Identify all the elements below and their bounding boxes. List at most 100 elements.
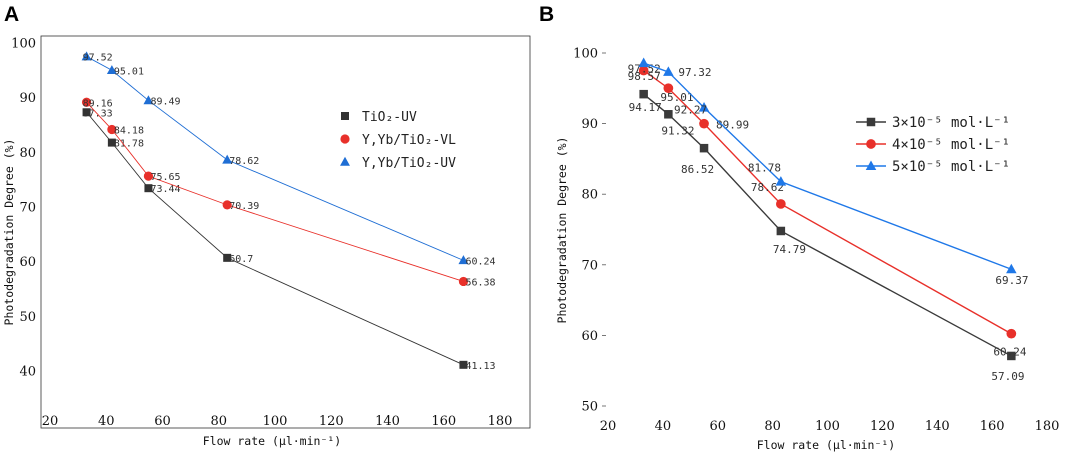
x-axis-title: Flow rate (μl·min⁻¹) [203,434,341,448]
y-tick-label: 90 [19,91,36,106]
data-point [107,138,116,147]
y-tick-label: 70 [19,201,36,216]
data-point [776,199,786,209]
series-line [643,93,1012,357]
x-tick-label: 140 [375,414,400,429]
x-tick-label: 120 [319,414,344,429]
y-tick-label: 50 [19,310,36,325]
data-point [144,184,153,193]
y-tick-label: 100 [11,37,36,52]
y-tick-label: 80 [19,146,36,161]
data-label: 75.65 [150,172,180,183]
chart-a: 40 50 60 70 80 90 100 20 40 60 80 100 120 140 160 180 Fl… [2,35,531,448]
legend-label: TiO₂-UV [362,110,417,125]
data-label: 81.78 [748,162,781,175]
data-point [82,108,91,117]
x-tick-label: 100 [815,419,840,434]
data-point [222,154,233,164]
data-label: 73.44 [150,184,180,195]
legend-marker [866,117,876,127]
y-tick-label: 100 [573,47,598,62]
data-label: 92.27 [674,104,707,117]
data-label: 60.24 [993,346,1026,359]
legend-label: Y,Yb/TiO₂-VL [362,133,456,148]
data-label: 91.32 [661,124,694,137]
data-label: 69.37 [995,274,1028,287]
data-point [81,51,92,61]
data-label: 89.99 [716,119,749,132]
data-label: 84.18 [114,125,144,136]
data-label: 97.32 [678,66,711,79]
x-tick-label: 180 [1035,419,1060,434]
data-point [663,83,674,94]
y-tick-label: 40 [19,365,36,380]
legend-marker [865,160,877,171]
data-label: 95.01 [114,66,144,77]
data-point [143,95,154,105]
data-point [458,255,469,265]
data-point [699,143,709,153]
y-tick-label: 70 [581,258,598,273]
data-label: 86.52 [681,163,714,176]
data-point [638,57,649,68]
y-axis-title: Photodegradation Degree (%) [2,139,16,326]
y-tick-label: 80 [581,188,598,203]
series-line [86,111,464,366]
data-label: 57.09 [991,370,1024,383]
legend-label: 3×10⁻⁵ mol·L⁻¹ [892,115,1010,131]
x-tick-label: 160 [980,419,1005,434]
data-point [107,124,117,135]
legend-marker [341,112,349,120]
data-point [1006,263,1017,274]
x-tick-label: 80 [210,414,227,429]
series-3: 98.57 97.32 92.27 81.78 69.37 [628,57,1028,287]
data-point [81,97,92,107]
data-label: 94.17 [629,101,662,114]
x-tick-label: 20 [600,419,617,434]
legend: TiO₂-UV Y,Yb/TiO₂-VL Y,Yb/TiO₂-UV [340,110,456,171]
x-tick-label: 40 [655,419,672,434]
data-point [775,176,787,186]
y-tick-label: 50 [581,400,598,415]
data-label: 89.49 [150,96,180,107]
data-label: 60.24 [465,256,495,267]
legend-label: Y,Yb/TiO₂-UV [362,156,456,171]
data-point [664,110,673,119]
data-label: 78.62 [229,156,259,167]
x-tick-label: 60 [709,419,726,434]
x-axis-title: Flow rate (μl·min⁻¹) [757,438,895,452]
data-point [459,360,468,369]
panel-a-letter: A [4,3,19,26]
plot-frame [40,35,531,429]
data-point [639,89,648,99]
data-point [699,118,709,129]
data-label: 89.16 [83,98,113,109]
data-point [663,66,674,76]
data-point [106,65,117,75]
data-label: 97.52 [83,53,113,64]
y-tick-label: 60 [581,329,598,344]
data-point [776,226,786,236]
data-point [143,171,154,181]
legend: 3×10⁻⁵ mol·L⁻¹ 4×10⁻⁵ mol·L⁻¹ 5×10⁻⁵ mol·L… [856,115,1010,175]
data-point [698,102,710,112]
x-tick-label: 140 [925,419,950,434]
legend-label: 5×10⁻⁵ mol·L⁻¹ [892,159,1010,175]
data-label: 41.13 [465,361,495,372]
data-point [638,65,649,76]
x-tick-label: 80 [764,419,781,434]
x-tick-label: 20 [42,414,59,429]
x-tick-label: 160 [431,414,456,429]
series-1: 94.17 91.32 86.52 74.79 57.09 [629,89,1024,383]
data-label: 74.79 [773,243,806,256]
legend-marker [340,156,350,166]
legend-marker [866,139,876,149]
data-point [223,253,232,262]
data-label: 56.38 [465,277,495,288]
data-point [1007,351,1016,361]
data-label: 95.01 [660,91,693,104]
x-tick-label: 180 [488,414,513,429]
data-label: 60.7 [229,254,253,265]
